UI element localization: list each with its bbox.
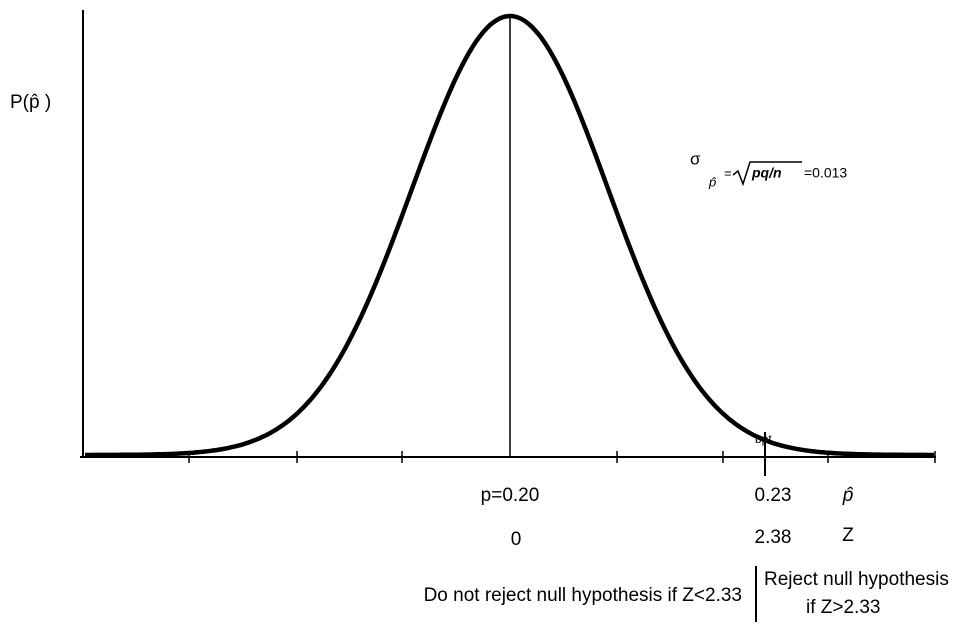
critical-p-label: 0.23 — [755, 485, 792, 506]
critical-z-label: 2.38 — [755, 527, 792, 548]
p-symbol: p̂ — [842, 485, 854, 506]
mean-z-label: 0 — [511, 529, 522, 550]
y-axis-label: P(p̂ ) — [10, 92, 51, 113]
formula-radicand: pq/n — [751, 165, 782, 181]
decision-right-2: if Z>2.33 — [806, 597, 880, 618]
decision-left: Do not reject null hypothesis if Z<2.33 — [424, 585, 742, 606]
formula-result: =0.013 — [804, 165, 847, 181]
radical-sign — [732, 161, 802, 187]
tail-label: bpt — [755, 432, 772, 446]
mean-p-label: p=0.20 — [481, 485, 540, 506]
decision-right-1: Reject null hypothesis — [764, 569, 949, 590]
formula-subscript: p̂ — [708, 174, 717, 189]
formula-equals: = — [724, 165, 732, 180]
formula-symbol: σ — [690, 149, 701, 168]
z-symbol: Z — [842, 525, 854, 546]
normal-curve — [85, 13, 934, 458]
